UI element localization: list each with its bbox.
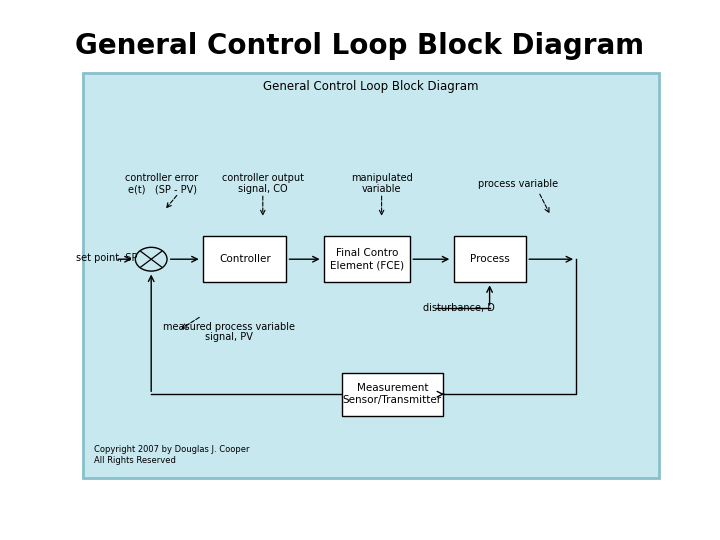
Text: General Control Loop Block Diagram: General Control Loop Block Diagram [263,80,479,93]
Text: process variable: process variable [478,179,559,188]
Text: measured process variable: measured process variable [163,322,295,332]
Text: variable: variable [362,184,401,194]
Text: signal, PV: signal, PV [205,333,253,342]
Text: Copyright 2007 by Douglas J. Cooper
All Rights Reserved: Copyright 2007 by Douglas J. Cooper All … [94,446,249,465]
Text: signal, CO: signal, CO [238,184,287,194]
Text: set point, SP: set point, SP [76,253,138,262]
FancyBboxPatch shape [342,373,443,416]
Text: controller error: controller error [125,173,199,183]
Text: manipulated: manipulated [351,173,413,183]
Text: disturbance, D: disturbance, D [423,303,495,313]
FancyBboxPatch shape [83,73,659,478]
FancyBboxPatch shape [324,237,410,282]
Text: e(t)   (SP - PV): e(t) (SP - PV) [127,184,197,194]
Text: General Control Loop Block Diagram: General Control Loop Block Diagram [76,32,644,60]
FancyBboxPatch shape [454,237,526,282]
FancyBboxPatch shape [204,237,287,282]
Text: Controller: Controller [219,254,271,264]
Text: Measurement
Sensor/Transmitter: Measurement Sensor/Transmitter [343,383,442,406]
Text: Process: Process [469,254,510,264]
Text: Final Contro
Element (FCE): Final Contro Element (FCE) [330,248,404,271]
Text: controller output: controller output [222,173,304,183]
